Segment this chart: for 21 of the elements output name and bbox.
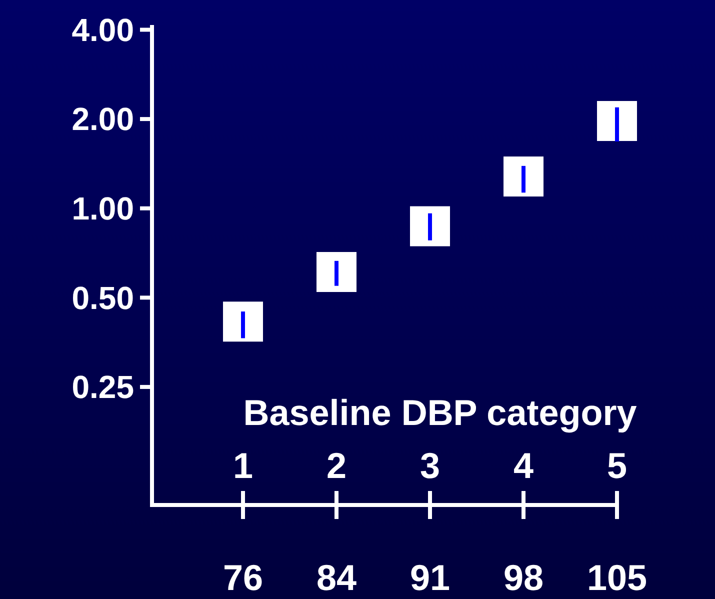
x-tick-label: 76 bbox=[222, 557, 264, 598]
point bbox=[223, 302, 263, 342]
annotation: 4 bbox=[513, 445, 534, 486]
x-tick-label: 98 bbox=[503, 557, 544, 598]
point bbox=[504, 156, 544, 197]
annotation: 2 bbox=[326, 445, 347, 486]
point bbox=[410, 206, 450, 246]
x-tick-label: 91 bbox=[410, 557, 450, 598]
annotation: 5 bbox=[606, 445, 628, 486]
annotation: 3 bbox=[420, 445, 440, 486]
point bbox=[597, 100, 637, 141]
y-tick-label: 2.00 bbox=[72, 101, 134, 138]
x-axis-title: Baseline DBP category bbox=[243, 392, 637, 433]
y-tick-label: 0.50 bbox=[72, 280, 134, 316]
x-tick-label: 105 bbox=[586, 557, 648, 598]
y-tick-label: 1.00 bbox=[72, 190, 134, 227]
point bbox=[316, 252, 356, 292]
y-tick-label: 0.25 bbox=[72, 369, 134, 406]
y-tick-label: 4.00 bbox=[72, 12, 134, 48]
annotation: 1 bbox=[232, 445, 254, 486]
x-tick-label: 84 bbox=[316, 557, 357, 598]
